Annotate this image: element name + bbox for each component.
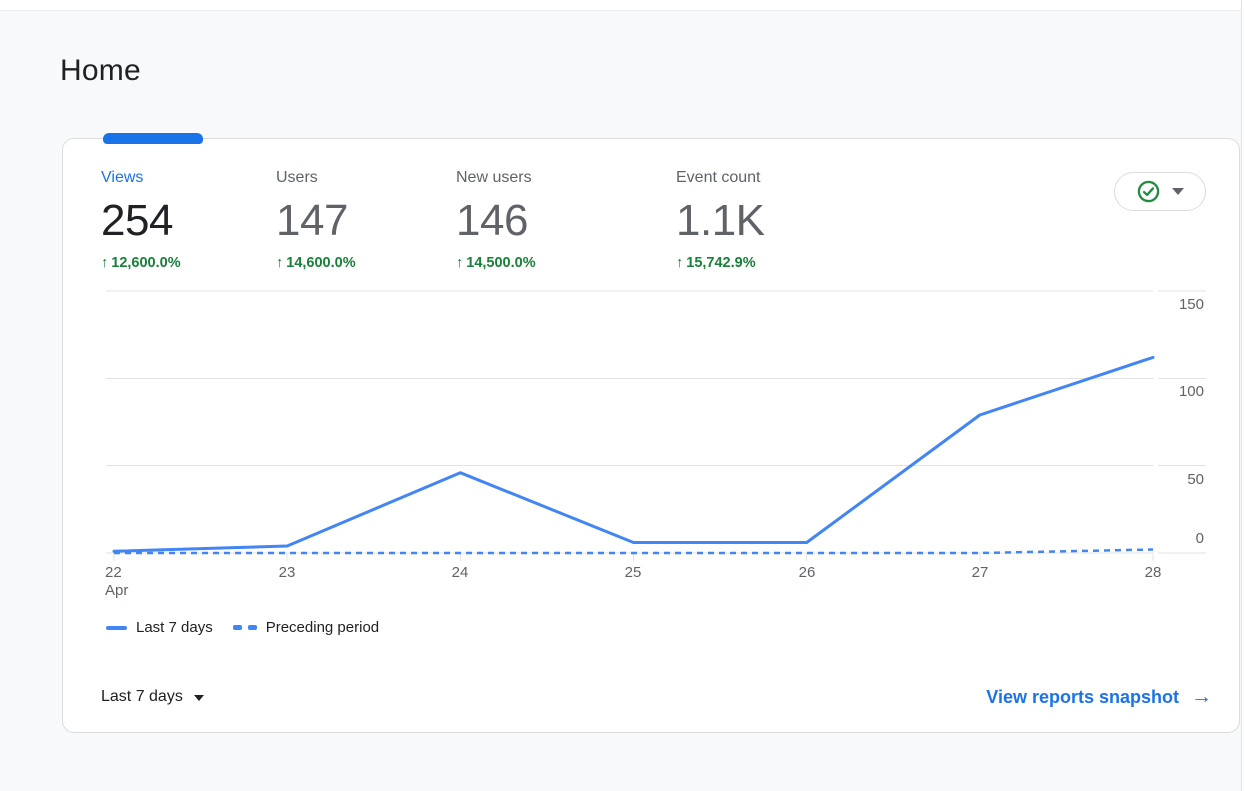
metric-delta: ↑ 12,600.0% [101,255,181,271]
metric-label: Users [276,169,318,186]
x-axis-tick: 27 [971,564,989,581]
date-range-selector[interactable]: Last 7 days [101,682,204,712]
legend-item-last-7-days: Last 7 days [106,619,213,636]
app-bar-bottom-edge [0,0,1245,11]
caret-down-icon [193,695,204,701]
metric-new-users[interactable]: New users 146 ↑ 14,500.0% [456,169,536,271]
y-axis-tick: 150 [1178,296,1204,313]
metric-label: Views [101,169,144,186]
scrollbar-track [1241,0,1245,791]
chevron-down-icon [1171,188,1184,195]
metric-label: Event count [676,169,761,186]
up-arrow-icon: ↑ [676,255,684,271]
legend-item-preceding-period: Preceding period [232,619,380,636]
view-reports-snapshot-link[interactable]: View reports snapshot → [986,682,1212,712]
trend-chart [106,290,1206,561]
arrow-right-icon: → [1191,685,1212,708]
metric-views[interactable]: Views 254 ↑ 12,600.0% [101,169,181,271]
y-axis-tick: 50 [1187,471,1204,488]
legend-label: Preceding period [265,619,380,636]
x-axis-tick: 28 [1144,564,1162,581]
date-range-label: Last 7 days [101,688,183,705]
metric-value: 147 [276,196,348,245]
x-axis-tick: 26 [798,564,816,581]
metric-value: 254 [101,196,173,245]
x-axis-tick: 25 [624,564,642,581]
metric-event-count[interactable]: Event count 1.1K ↑ 15,742.9% [676,169,765,271]
legend-label: Last 7 days [136,619,213,636]
metric-label: New users [456,169,532,186]
home-overview-card: Views 254 ↑ 12,600.0% Users 147 ↑ 14,600.0… [62,133,1240,733]
link-label: View reports snapshot [986,686,1179,707]
solid-line-swatch-icon [106,625,127,630]
metric-delta: ↑ 15,742.9% [676,255,756,271]
metric-value: 1.1K [676,196,765,245]
data-quality-dropdown-button[interactable] [1114,172,1206,211]
x-axis-tick: 24 [451,564,469,581]
page-title: Home [60,54,141,87]
dashed-line-swatch-icon [232,625,257,630]
y-axis-tick: 0 [1195,530,1204,547]
check-circle-icon [1137,180,1160,203]
x-axis-tick: 22 Apr [79,564,149,600]
up-arrow-icon: ↑ [101,255,109,271]
chart-legend: Last 7 days Preceding period [106,619,379,636]
up-arrow-icon: ↑ [456,255,464,271]
metric-value: 146 [456,196,528,245]
x-axis-month-label: Apr [105,582,129,599]
metric-delta: ↑ 14,500.0% [456,255,536,271]
active-card-indicator [103,133,203,144]
up-arrow-icon: ↑ [276,255,284,271]
metric-users[interactable]: Users 147 ↑ 14,600.0% [276,169,356,271]
y-axis-tick: 100 [1178,383,1204,400]
x-axis-tick: 23 [278,564,296,581]
metric-delta: ↑ 14,600.0% [276,255,356,271]
